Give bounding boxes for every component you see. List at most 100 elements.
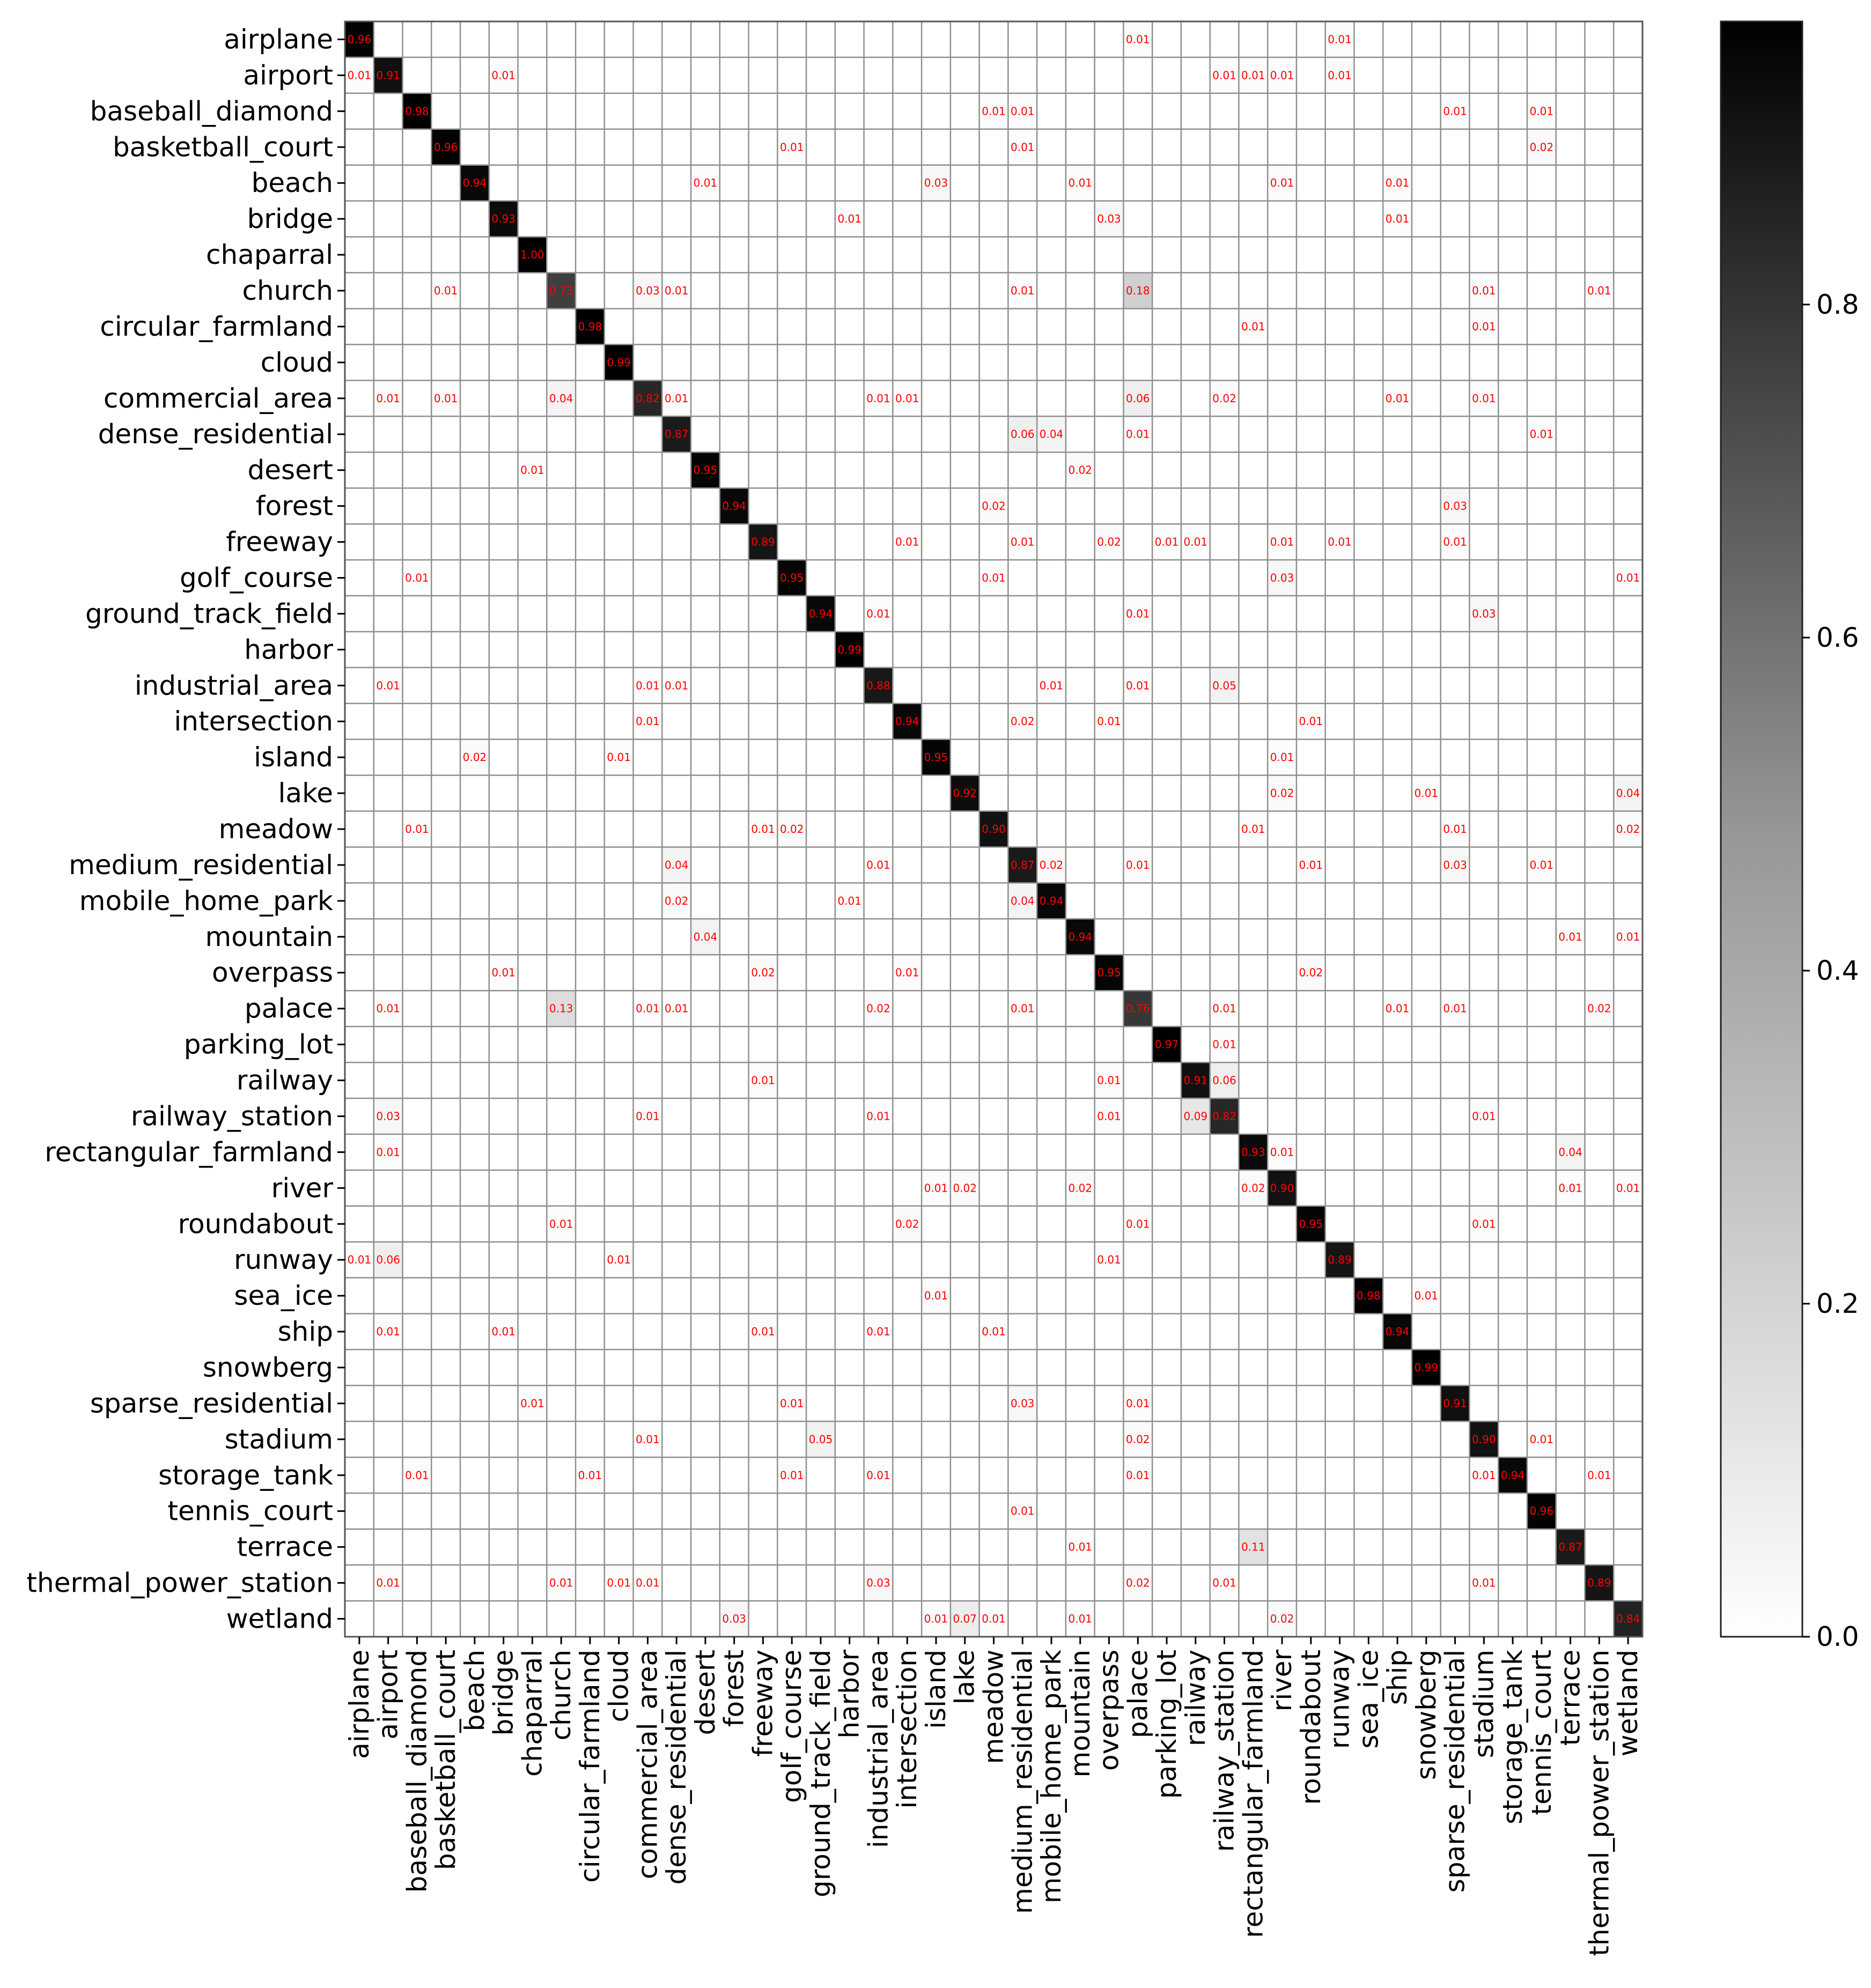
cell-roundabout-intersection <box>893 1206 922 1242</box>
cell-palace-commercial-area <box>633 991 662 1027</box>
cell-value-dense-residential-tennis-court: 0.01 <box>1530 428 1554 441</box>
cell-value-ground-track-field-stadium: 0.03 <box>1472 607 1496 620</box>
column-label-railway-station: railway_station <box>1209 1650 1240 1852</box>
cell-value-parking-lot-parking-lot: 0.97 <box>1155 1038 1179 1051</box>
cell-intersection-commercial-area <box>633 703 662 740</box>
cell-value-medium-residential-tennis-court: 0.01 <box>1530 859 1554 871</box>
cell-value-roundabout-intersection: 0.02 <box>895 1217 919 1230</box>
cell-church-thermal-power-station <box>1585 272 1614 309</box>
cell-freeway-river <box>1268 524 1297 560</box>
cell-value-circular-farmland-stadium: 0.01 <box>1472 320 1496 333</box>
cell-terrace-terrace <box>1556 1529 1585 1565</box>
cell-basketball-court-golf-course <box>777 129 807 165</box>
cell-value-overpass-bridge: 0.01 <box>491 966 515 979</box>
cell-value-terrace-mountain: 0.01 <box>1069 1541 1093 1554</box>
cell-wetland-wetland <box>1614 1601 1642 1637</box>
cell-value-commercial-area-commercial-area: 0.82 <box>636 392 660 405</box>
cell-river-river <box>1268 1170 1297 1206</box>
cell-church-stadium <box>1469 272 1499 309</box>
cell-meadow-rectangular-farmland <box>1239 811 1268 847</box>
cell-value-golf-course-meadow: 0.01 <box>982 571 1006 584</box>
cell-value-runway-airport: 0.06 <box>376 1253 400 1266</box>
cell-lake-wetland <box>1614 775 1642 811</box>
cell-industrial-area-dense-residential <box>662 667 691 704</box>
cell-rectangular-farmland-airport <box>373 1134 403 1170</box>
cell-medium-residential-medium-residential <box>1008 847 1037 883</box>
cell-value-airport-railway-station: 0.01 <box>1212 69 1236 82</box>
cell-river-wetland <box>1614 1170 1642 1206</box>
cell-value-palace-dense-residential: 0.01 <box>665 1002 689 1015</box>
cell-golf-course-river <box>1268 560 1297 596</box>
cell-stadium-stadium <box>1469 1421 1499 1458</box>
cell-basketball-court-basketball-court <box>431 129 461 165</box>
cell-runway-airport <box>373 1241 403 1278</box>
cell-wetland-forest <box>719 1601 749 1637</box>
cell-intersection-intersection <box>893 703 922 740</box>
cell-value-freeway-railway: 0.01 <box>1184 536 1208 549</box>
cell-value-forest-sparse-residential: 0.03 <box>1443 500 1467 513</box>
row-label-sea-ice: sea_ice <box>234 1280 333 1311</box>
cell-mobile-home-park-mobile-home-park <box>1037 883 1066 919</box>
cell-value-ground-track-field-ground-track-field: 0.94 <box>809 607 833 620</box>
cell-stadium-ground-track-field <box>806 1421 835 1458</box>
cell-value-storage-tank-palace: 0.01 <box>1126 1469 1150 1482</box>
row-label-church: church <box>242 275 333 306</box>
cell-value-circular-farmland-rectangular-farmland: 0.01 <box>1241 320 1265 333</box>
cell-medium-residential-roundabout <box>1296 847 1325 883</box>
cell-river-island <box>922 1170 951 1206</box>
cell-value-harbor-harbor: 0.99 <box>837 643 861 656</box>
cell-palace-dense-residential <box>662 991 691 1027</box>
cell-value-bridge-harbor: 0.01 <box>837 212 861 225</box>
cell-value-roundabout-church: 0.01 <box>549 1217 573 1230</box>
cell-value-golf-course-baseball-diamond: 0.01 <box>405 571 429 584</box>
cell-value-industrial-area-dense-residential: 0.01 <box>665 679 689 692</box>
cell-value-freeway-medium-residential: 0.01 <box>1011 536 1035 549</box>
cell-value-medium-residential-sparse-residential: 0.03 <box>1443 859 1467 871</box>
cell-mountain-wetland <box>1614 919 1642 955</box>
cell-value-wetland-forest: 0.03 <box>722 1613 746 1625</box>
column-label-terrace: terrace <box>1555 1650 1586 1746</box>
row-label-railway: railway <box>237 1065 333 1096</box>
cell-value-runway-overpass: 0.01 <box>1097 1253 1121 1266</box>
cell-baseball-diamond-medium-residential <box>1008 93 1037 129</box>
cell-desert-desert <box>691 452 720 489</box>
cell-medium-residential-dense-residential <box>662 847 691 883</box>
cell-value-medium-residential-dense-residential: 0.04 <box>665 859 689 871</box>
cell-value-railway-station-railway-station: 0.82 <box>1212 1110 1236 1122</box>
cell-thermal-power-station-thermal-power-station <box>1585 1565 1614 1601</box>
cell-value-airport-airport: 0.91 <box>376 69 400 82</box>
column-label-palace: palace <box>1122 1650 1153 1738</box>
column-label-ground-track-field: ground_track_field <box>805 1650 836 1897</box>
cell-value-river-mountain: 0.02 <box>1069 1181 1093 1194</box>
column-label-snowberg: snowberg <box>1411 1650 1442 1780</box>
cell-value-mobile-home-park-dense-residential: 0.02 <box>665 895 689 907</box>
cell-value-railway-overpass: 0.01 <box>1097 1074 1121 1087</box>
cell-industrial-area-commercial-area <box>633 667 662 704</box>
cell-value-mountain-mountain: 0.94 <box>1069 930 1093 943</box>
cell-commercial-area-commercial-area <box>633 380 662 417</box>
row-label-freeway: freeway <box>226 527 333 558</box>
cell-value-desert-desert: 0.95 <box>694 464 718 477</box>
column-label-airplane: airplane <box>344 1650 375 1759</box>
cell-bridge-ship <box>1383 201 1412 237</box>
cell-freeway-parking-lot <box>1152 524 1181 560</box>
column-label-industrial-area: industrial_area <box>863 1650 894 1848</box>
cell-circular-farmland-stadium <box>1469 308 1499 345</box>
column-label-storage-tank: storage_tank <box>1497 1650 1528 1824</box>
cell-railway-station-commercial-area <box>633 1098 662 1134</box>
cell-value-meadow-meadow: 0.90 <box>982 823 1006 836</box>
cell-value-overpass-overpass: 0.95 <box>1097 966 1121 979</box>
cell-value-meadow-baseball-diamond: 0.01 <box>405 823 429 836</box>
cell-value-desert-mountain: 0.02 <box>1069 464 1093 477</box>
column-label-intersection: intersection <box>892 1650 923 1809</box>
cell-storage-tank-storage-tank <box>1498 1457 1527 1494</box>
cell-value-freeway-parking-lot: 0.01 <box>1155 536 1179 549</box>
cell-value-church-stadium: 0.01 <box>1472 284 1496 297</box>
cell-value-commercial-area-ship: 0.01 <box>1386 392 1410 405</box>
cell-forest-meadow <box>979 488 1008 524</box>
cell-value-industrial-area-mobile-home-park: 0.01 <box>1040 679 1064 692</box>
cell-airport-river <box>1268 57 1297 93</box>
cell-value-sparse-residential-golf-course: 0.01 <box>780 1397 804 1410</box>
cell-value-railway-station-airport: 0.03 <box>376 1110 400 1122</box>
